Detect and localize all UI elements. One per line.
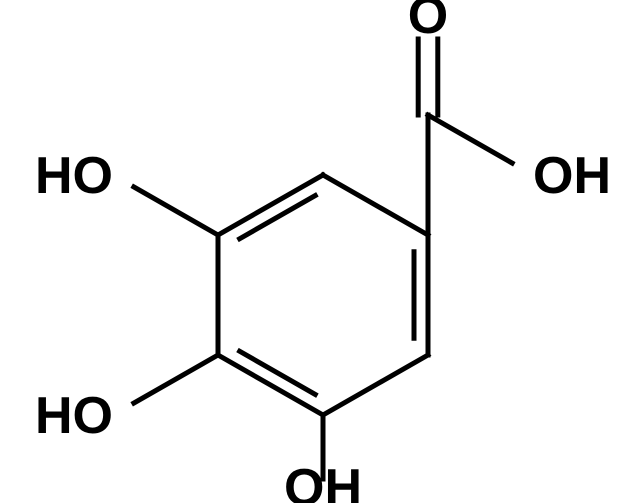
bond-line	[218, 175, 323, 235]
atom-label: OH	[284, 459, 362, 503]
atom-label: O	[408, 0, 448, 45]
bond-line	[218, 355, 323, 415]
molecule-diagram: O OH HO HO OH	[0, 0, 640, 503]
bond-line	[323, 355, 428, 415]
bond-line	[134, 355, 218, 403]
bond-line	[428, 115, 512, 163]
bond-line	[134, 187, 218, 235]
atom-label: HO	[35, 147, 113, 205]
bond-line	[323, 175, 428, 235]
atom-label: HO	[35, 387, 113, 445]
atom-label: OH	[533, 147, 611, 205]
